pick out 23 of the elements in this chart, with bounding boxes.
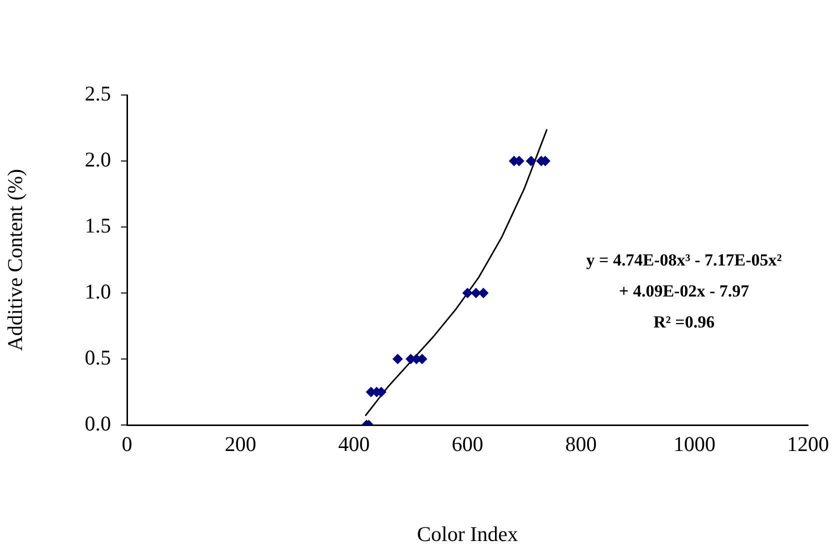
- y-tick-label: 0.0: [84, 412, 111, 436]
- y-axis-title: Additive Content (%): [3, 169, 28, 351]
- x-axis-title: Color Index: [417, 522, 518, 546]
- annotation: y = 4.74E-08x³ - 7.17E-05x²: [586, 250, 782, 270]
- point: [462, 288, 472, 298]
- x-tick-label: 400: [338, 432, 370, 456]
- x-tick-label: 1000: [674, 432, 716, 456]
- point: [478, 288, 488, 298]
- y-tick-label: 2.5: [84, 82, 111, 106]
- x-tick-label: 0: [122, 432, 132, 456]
- y-tick-label: 1.5: [84, 214, 111, 238]
- annotation: R² =0.96: [654, 312, 715, 332]
- y-tick-label: 1.0: [84, 280, 111, 304]
- annotation: + 4.09E-02x - 7.97: [619, 281, 750, 300]
- point: [471, 288, 482, 298]
- x-tick-label: 800: [565, 432, 597, 456]
- x-tick-label: 1200: [787, 432, 829, 456]
- point: [392, 354, 403, 364]
- x-tick-label: 600: [452, 432, 484, 456]
- y-tick-label: 0.5: [84, 346, 111, 370]
- y-tick-label: 2.0: [84, 148, 111, 172]
- point: [526, 156, 536, 166]
- x-tick-label: 200: [224, 432, 256, 456]
